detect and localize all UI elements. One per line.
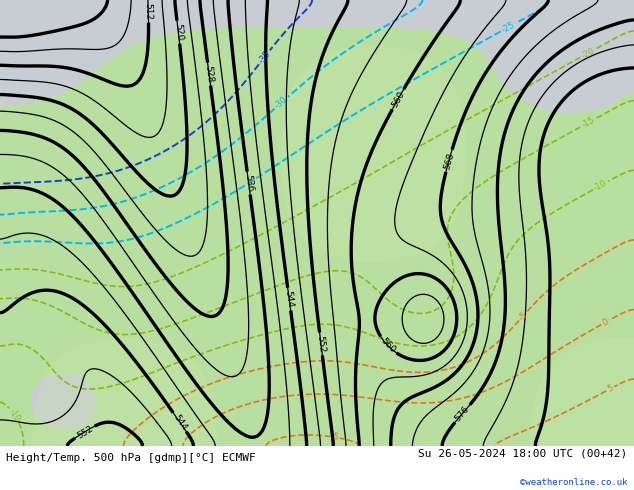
Text: 552: 552 bbox=[316, 335, 327, 353]
Text: -5: -5 bbox=[517, 310, 529, 322]
Text: 5: 5 bbox=[332, 432, 339, 442]
Text: 520: 520 bbox=[173, 23, 184, 41]
Text: -10: -10 bbox=[7, 407, 22, 423]
Text: Su 26-05-2024 18:00 UTC (00+42): Su 26-05-2024 18:00 UTC (00+42) bbox=[418, 448, 628, 458]
Text: 544: 544 bbox=[283, 290, 295, 308]
Text: Height/Temp. 500 hPa [gdmp][°C] ECMWF: Height/Temp. 500 hPa [gdmp][°C] ECMWF bbox=[6, 453, 256, 463]
Text: 544: 544 bbox=[171, 413, 188, 432]
Text: -20: -20 bbox=[580, 46, 596, 60]
Text: -35: -35 bbox=[257, 49, 272, 66]
Text: 552: 552 bbox=[75, 423, 94, 440]
Text: -30: -30 bbox=[273, 95, 289, 111]
Text: -15: -15 bbox=[580, 116, 596, 130]
Text: 0: 0 bbox=[601, 317, 610, 327]
Text: -25: -25 bbox=[500, 20, 517, 34]
Text: -10: -10 bbox=[593, 178, 609, 193]
Text: 528: 528 bbox=[204, 65, 215, 83]
Text: 576: 576 bbox=[453, 404, 472, 423]
Text: ©weatheronline.co.uk: ©weatheronline.co.uk bbox=[520, 478, 628, 487]
Text: 5: 5 bbox=[605, 384, 614, 394]
Text: 560: 560 bbox=[378, 336, 397, 355]
Text: 560: 560 bbox=[390, 90, 406, 109]
Text: 568: 568 bbox=[443, 151, 455, 170]
Text: 512: 512 bbox=[143, 2, 153, 20]
Text: 536: 536 bbox=[243, 174, 254, 192]
